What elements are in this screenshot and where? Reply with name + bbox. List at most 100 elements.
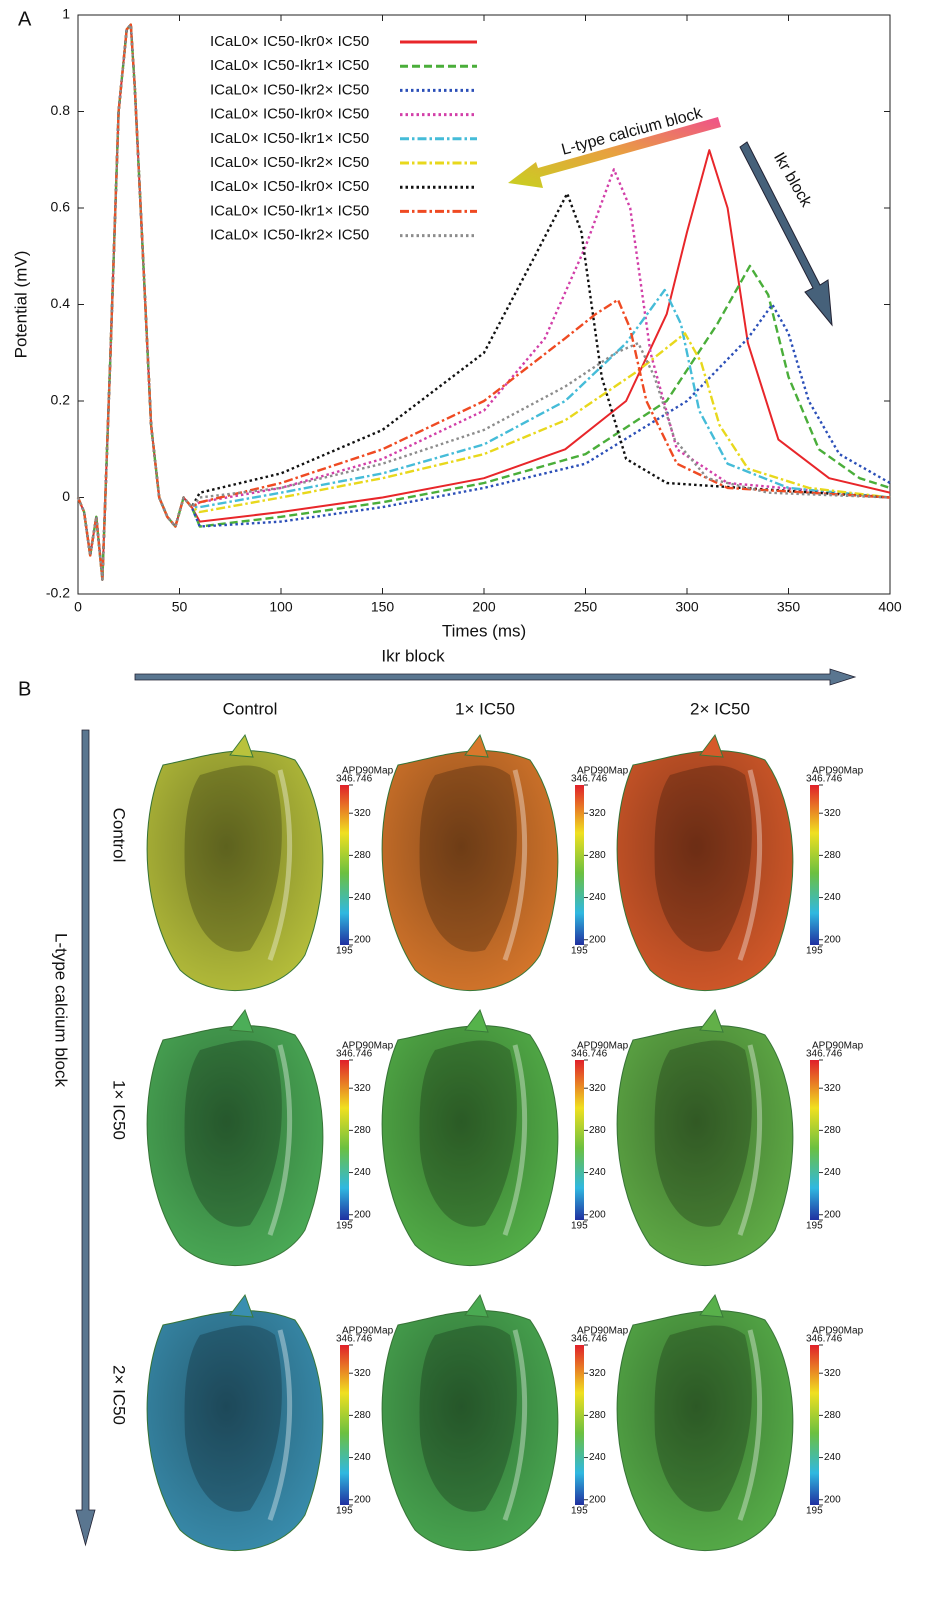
- colorbar-tick-label: 240: [354, 1452, 371, 1463]
- colorbar-tick-label: 346.746: [571, 1334, 608, 1345]
- colorbar-tick-label: 346.746: [806, 1334, 843, 1345]
- colorbar-tick-label: 280: [354, 850, 371, 861]
- heart-map: [147, 735, 323, 991]
- colorbar: [810, 1345, 819, 1505]
- colorbar-tick-label: 280: [589, 1410, 606, 1421]
- colorbar-tick-label: 280: [589, 850, 606, 861]
- x-tick-label: 300: [675, 599, 699, 615]
- colorbar: [575, 1345, 584, 1505]
- colorbar-tick-label: 280: [589, 1125, 606, 1136]
- x-arrow: [135, 669, 855, 685]
- colorbar: [810, 1060, 819, 1220]
- colorbar-tick-label: 195: [336, 1506, 353, 1517]
- series-line: [78, 25, 890, 580]
- series-line: [78, 25, 890, 580]
- legend-label: ICaL0× IC50-Ikr1× IC50: [210, 57, 369, 74]
- legend-label: ICaL0× IC50-Ikr0× IC50: [210, 106, 369, 123]
- colorbar-tick-label: 195: [806, 946, 823, 957]
- y-tick-label: 0.2: [51, 392, 71, 408]
- x-tick-label: 400: [878, 599, 902, 615]
- heart-apex-tab: [230, 1010, 253, 1032]
- column-header: 2× IC50: [690, 699, 750, 718]
- y-arrow: [76, 730, 95, 1545]
- heart-apex-tab: [700, 1295, 723, 1317]
- series-line: [78, 25, 890, 580]
- colorbar-tick-label: 346.746: [336, 1049, 373, 1060]
- colorbar-tick-label: 320: [589, 1083, 606, 1094]
- x-tick-label: 0: [74, 599, 82, 615]
- colorbar-tick-label: 320: [354, 1083, 371, 1094]
- colorbar-tick-label: 346.746: [571, 774, 608, 785]
- colorbar-tick-label: 320: [589, 808, 606, 819]
- colorbar: [340, 1060, 349, 1220]
- heart-apex-tab: [465, 735, 488, 757]
- heart-map: [617, 735, 793, 991]
- colorbar-tick-label: 320: [824, 1083, 841, 1094]
- panel-label: B: [18, 678, 31, 700]
- colorbar-tick-label: 195: [336, 1221, 353, 1232]
- y-tick-label: -0.2: [46, 585, 70, 601]
- colorbar-tick-label: 320: [354, 1368, 371, 1379]
- x-tick-label: 150: [371, 599, 395, 615]
- heart-map: [147, 1010, 323, 1266]
- x-tick-label: 100: [269, 599, 293, 615]
- colorbar-tick-label: 346.746: [571, 1049, 608, 1060]
- heart-apex-tab: [230, 735, 253, 757]
- colorbar-tick-label: 346.746: [336, 1334, 373, 1345]
- colorbar-tick-label: 195: [806, 1221, 823, 1232]
- series-line: [78, 25, 890, 580]
- colorbar-tick-label: 280: [824, 1410, 841, 1421]
- colorbar-tick-label: 240: [824, 892, 841, 903]
- colorbar-tick-label: 280: [354, 1410, 371, 1421]
- colorbar-tick-label: 240: [824, 1167, 841, 1178]
- colorbar: [575, 785, 584, 945]
- row-header: 2× IC50: [110, 1365, 129, 1425]
- series-line: [78, 25, 890, 580]
- colorbar-tick-label: 346.746: [806, 1049, 843, 1060]
- colorbar-tick-label: 195: [806, 1506, 823, 1517]
- y-tick-label: 1: [62, 6, 70, 22]
- colorbar-tick-label: 320: [354, 808, 371, 819]
- colorbar-tick-label: 280: [824, 850, 841, 861]
- y-tick-label: 0: [62, 488, 70, 504]
- colorbar-tick-label: 200: [824, 1209, 841, 1220]
- colorbar: [340, 785, 349, 945]
- y-arrow-label: L-type calcium block: [52, 933, 71, 1088]
- plot-a: 050100150200250300350400-0.200.20.40.60.…: [11, 6, 901, 641]
- colorbar: [575, 1060, 584, 1220]
- legend-label: ICaL0× IC50-Ikr0× IC50: [210, 178, 369, 195]
- heart-map: [382, 1295, 558, 1551]
- colorbar-tick-label: 346.746: [806, 774, 843, 785]
- x-tick-label: 50: [172, 599, 188, 615]
- heart-apex-tab: [465, 1295, 488, 1317]
- colorbar-tick-label: 240: [354, 892, 371, 903]
- heart-apex-tab: [700, 1010, 723, 1032]
- colorbar-tick-label: 320: [824, 808, 841, 819]
- row-header: 1× IC50: [110, 1080, 129, 1140]
- legend-label: ICaL0× IC50-Ikr2× IC50: [210, 154, 369, 171]
- legend-label: ICaL0× IC50-Ikr2× IC50: [210, 81, 369, 98]
- colorbar-tick-label: 240: [824, 1452, 841, 1463]
- x-tick-label: 350: [777, 599, 801, 615]
- x-tick-label: 250: [574, 599, 598, 615]
- colorbar-tick-label: 320: [824, 1368, 841, 1379]
- colorbar-tick-label: 195: [336, 946, 353, 957]
- colorbar-tick-label: 240: [589, 1452, 606, 1463]
- colorbar-tick-label: 280: [824, 1125, 841, 1136]
- column-header: 1× IC50: [455, 699, 515, 718]
- heart-apex-tab: [230, 1295, 253, 1317]
- heart-map: [617, 1295, 793, 1551]
- colorbar-tick-label: 195: [571, 946, 588, 957]
- heart-map: [147, 1295, 323, 1551]
- series-line: [78, 25, 890, 580]
- colorbar-tick-label: 280: [354, 1125, 371, 1136]
- colorbar-tick-label: 320: [589, 1368, 606, 1379]
- y-tick-label: 0.6: [51, 199, 71, 215]
- panel-b: Ikr blockL-type calcium blockControl1× I…: [52, 646, 864, 1550]
- heart-apex-tab: [700, 735, 723, 757]
- plot-frame: [78, 15, 890, 594]
- legend-label: ICaL0× IC50-Ikr2× IC50: [210, 227, 369, 244]
- y-tick-label: 0.4: [51, 295, 71, 311]
- y-axis-label: Potential (mV): [11, 251, 30, 359]
